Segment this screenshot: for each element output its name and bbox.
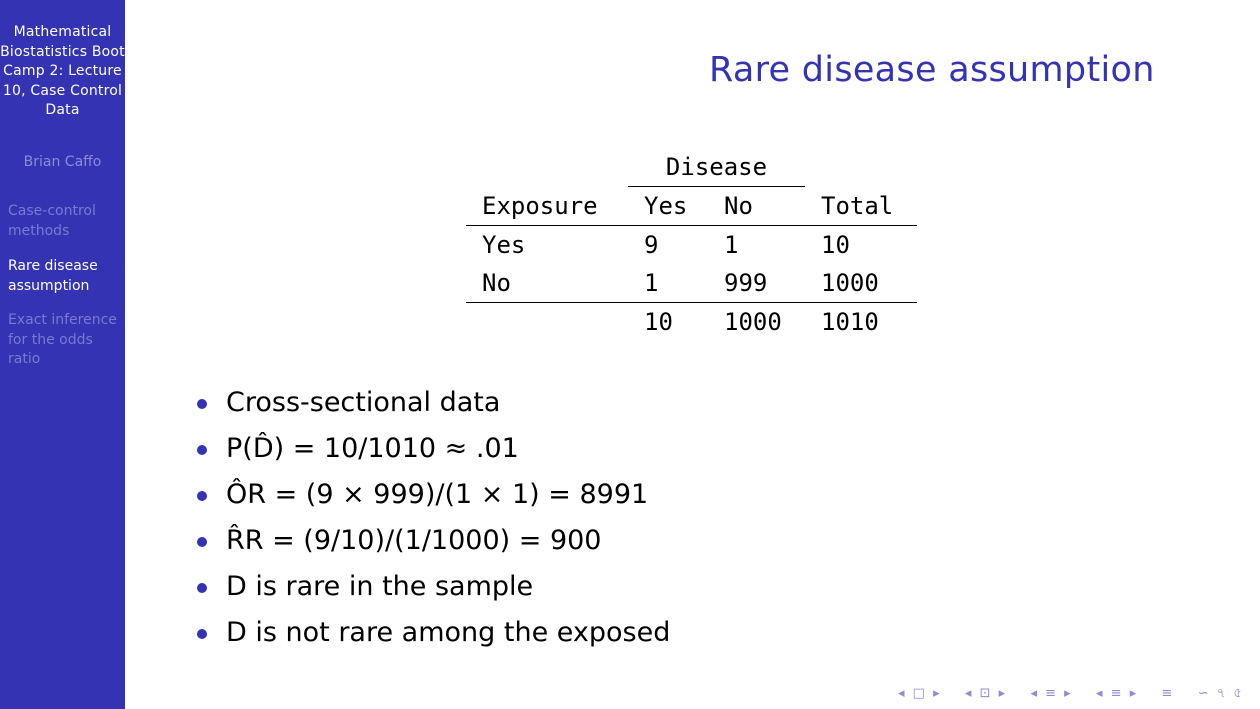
nav-prev-subsection-icon[interactable]: ◂ [964, 686, 973, 701]
nav-search-icon[interactable]: ৭ [1216, 686, 1227, 701]
presentation-title[interactable]: Mathematical Biostatistics Boot Camp 2: … [0, 24, 125, 118]
bullet-icon [197, 583, 207, 593]
nav-section-icon[interactable]: ≡ [1045, 686, 1058, 701]
table-group-header-row: Disease [466, 148, 917, 187]
nav-toc-icon[interactable]: ≡ [1161, 686, 1174, 701]
section-case-control-methods[interactable]: Case-control methods [8, 203, 96, 239]
header-yes: Yes [628, 186, 708, 226]
table-cell [466, 303, 628, 342]
table-cell: 999 [708, 264, 805, 303]
table-cell [805, 148, 917, 187]
bullet-icon [197, 537, 207, 547]
bullet-icon [197, 445, 207, 455]
table-cell: 10 [821, 231, 850, 259]
sidebar: Mathematical Biostatistics Boot Camp 2: … [0, 0, 125, 709]
bullet-text: ÔR = (9 × 999)/(1 × 1) = 8991 [226, 479, 649, 510]
list-item: D is not rare among the exposed [190, 610, 670, 656]
nav-next-part-icon[interactable]: ▸ [1129, 686, 1138, 701]
nav-next-subsection-icon[interactable]: ▸ [998, 686, 1007, 701]
nav-search-back-icon[interactable]: ∽ [1197, 686, 1210, 701]
table-cell: 10 [644, 308, 673, 336]
bullet-icon [197, 399, 207, 409]
list-item: ÔR = (9 × 999)/(1 × 1) = 8991 [190, 472, 670, 518]
nav-next-section-icon[interactable]: ▸ [1064, 686, 1072, 701]
nav-prev-part-icon[interactable]: ◂ [1095, 686, 1104, 701]
nav-subsection-icon[interactable]: ⊡ [979, 686, 992, 701]
bullet-text: P(D̂) = 10/1010 ≈ .01 [226, 433, 519, 464]
contingency-table: Disease Exposure Yes No Total Yes 9 1 10… [466, 148, 917, 341]
table-header-row: Exposure Yes No Total [466, 186, 917, 226]
table-row: Yes 9 1 10 [466, 226, 917, 265]
nav-next-frame-icon[interactable]: ▸ [933, 686, 941, 701]
table-cell: 1000 [724, 308, 782, 336]
section-exact-inference[interactable]: Exact inference for the odds ratio [8, 312, 117, 367]
table-totals-row: 10 1000 1010 [466, 303, 917, 342]
disease-group-header: Disease [628, 148, 805, 187]
table-cell: 9 [644, 231, 659, 259]
table-cell: 1 [724, 231, 739, 259]
table-row: No 1 999 1000 [466, 264, 917, 303]
table-cell [466, 148, 628, 187]
nav-search-forward-icon[interactable]: ৫ [1233, 686, 1243, 701]
list-item: Cross-sectional data [190, 380, 670, 426]
bullet-icon [197, 491, 207, 501]
author-name[interactable]: Brian Caffo [23, 154, 102, 170]
nav-prev-section-icon[interactable]: ◂ [1030, 686, 1038, 701]
bullet-icon [197, 629, 207, 639]
table-cell: 1000 [805, 264, 917, 303]
header-exposure: Exposure [466, 186, 628, 226]
table-cell: Yes [482, 231, 526, 259]
slide-title: Rare disease assumption [709, 50, 1155, 90]
header-total: Total [805, 186, 917, 226]
nav-part-icon[interactable]: ≡ [1110, 686, 1123, 701]
table-cell: 1010 [821, 308, 879, 336]
section-rare-disease-assumption[interactable]: Rare disease assumption [8, 258, 98, 294]
bullet-list: Cross-sectional data P(D̂) = 10/1010 ≈ .… [190, 380, 670, 656]
beamer-navigation-bar: ◂ □ ▸ ◂ ⊡ ▸ ◂ ≡ ▸ ◂ ≡ ▸ ≡ ∽ ৭ ৫ [898, 684, 1245, 705]
bullet-text: Cross-sectional data [226, 387, 501, 418]
nav-prev-frame-icon[interactable]: ◂ [898, 686, 906, 701]
table-cell: No [466, 264, 628, 303]
bullet-text: R̂R = (9/10)/(1/1000) = 900 [226, 525, 602, 556]
bullet-text: D is not rare among the exposed [226, 617, 671, 648]
header-no: No [708, 186, 805, 226]
list-item: D is rare in the sample [190, 564, 670, 610]
table-cell: 1 [628, 264, 708, 303]
list-item: P(D̂) = 10/1010 ≈ .01 [190, 426, 670, 472]
bullet-text: D is rare in the sample [226, 571, 534, 602]
list-item: R̂R = (9/10)/(1/1000) = 900 [190, 518, 670, 564]
nav-frame-icon[interactable]: □ [912, 686, 926, 701]
